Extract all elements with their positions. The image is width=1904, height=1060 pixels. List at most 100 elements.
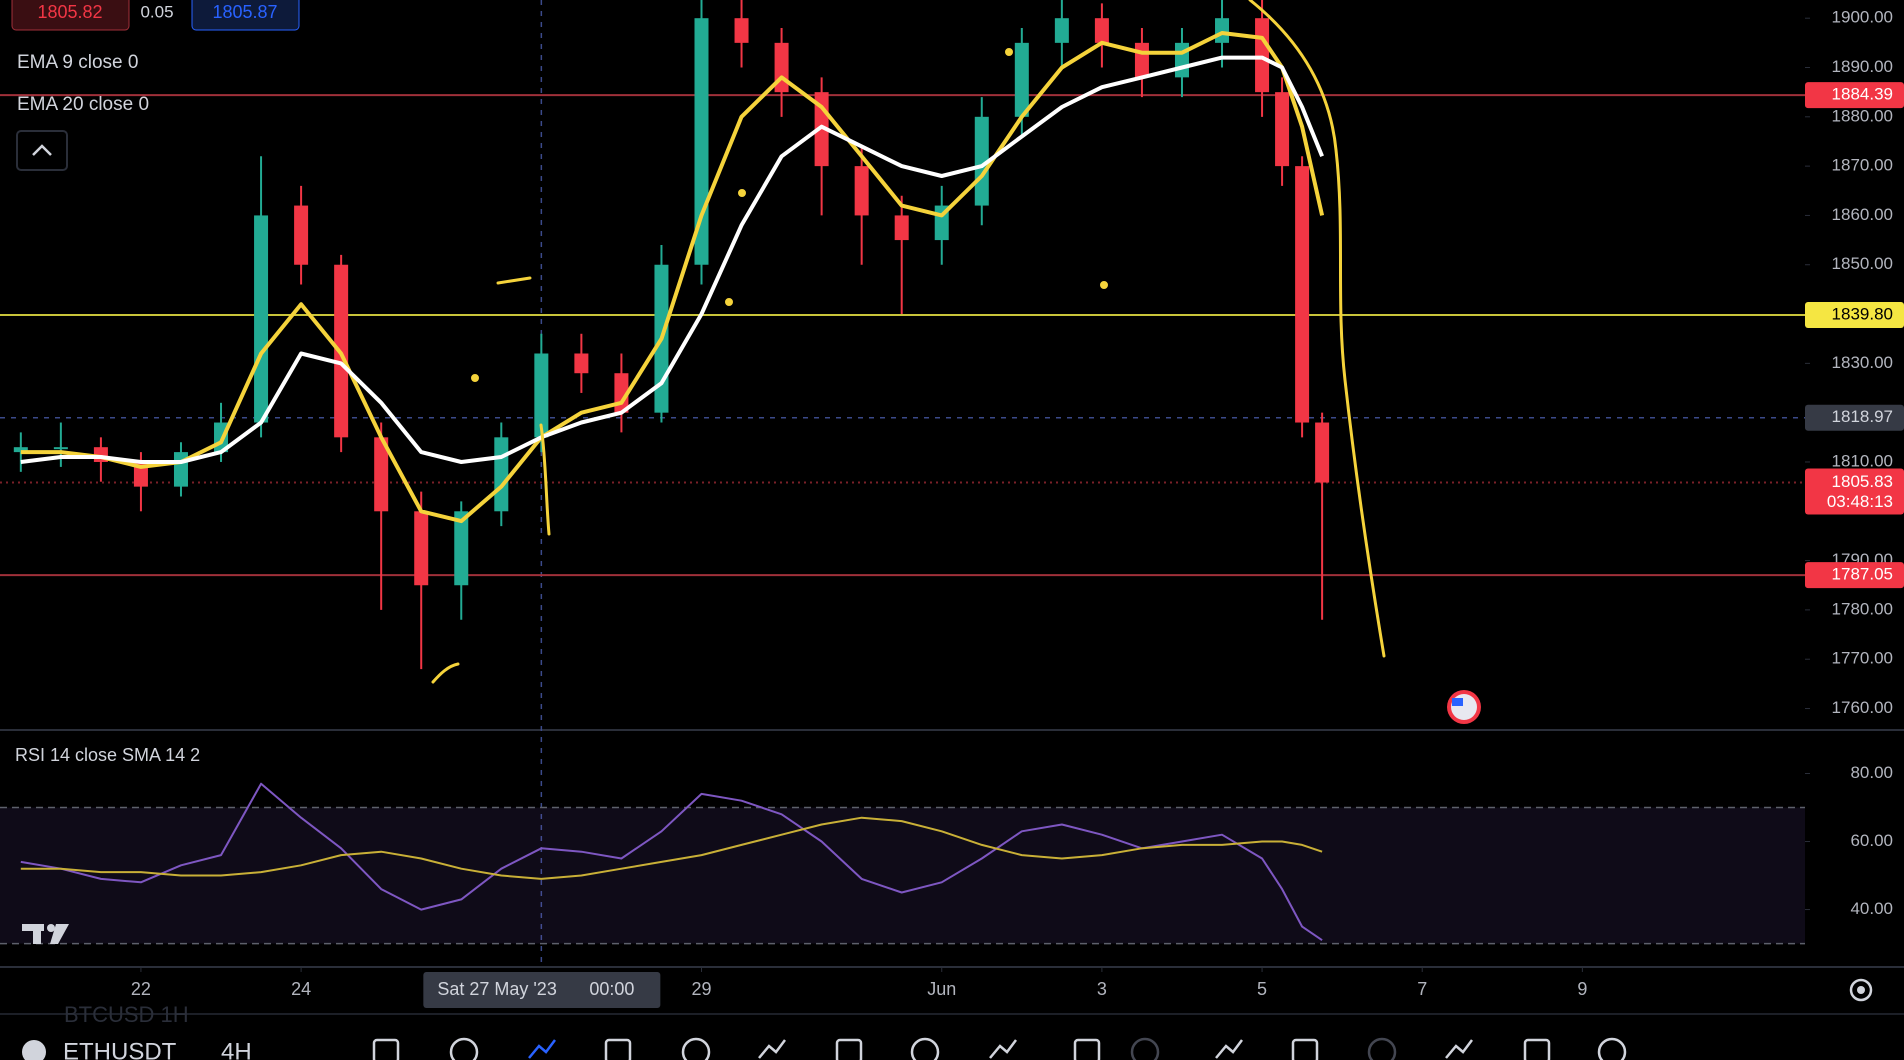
price-level-label — [1805, 562, 1904, 589]
crosshair-date: Sat 27 May '23 — [437, 979, 557, 999]
y-tick-label: 1860.00 — [1832, 205, 1893, 224]
candle-body — [1315, 422, 1330, 483]
collapse-button[interactable] — [16, 130, 68, 171]
freehand-dot — [471, 374, 479, 382]
candle-body — [854, 166, 869, 216]
icon-shape — [1445, 1039, 1473, 1059]
candle-body — [1255, 18, 1270, 93]
candle-body — [494, 437, 509, 512]
toolbar-icon[interactable] — [989, 1039, 1017, 1059]
rsi-line — [20, 816, 1323, 880]
price-level-label — [1805, 302, 1904, 329]
interval[interactable]: 4H — [221, 1038, 252, 1060]
chevron-icon — [32, 144, 52, 156]
icon-shape — [681, 1037, 711, 1060]
toolbar-icon[interactable] — [1291, 1038, 1319, 1060]
candle-body — [1054, 18, 1069, 43]
price-level-label — [1805, 82, 1904, 109]
toolbar-icon[interactable] — [1523, 1038, 1551, 1060]
icon-shape — [1130, 1037, 1160, 1060]
candle-body — [574, 353, 589, 374]
toolbar-icon[interactable] — [1367, 1037, 1397, 1060]
y-tick-label: 1770.00 — [1832, 649, 1893, 668]
price-level-text: 1884.39 — [1832, 85, 1893, 104]
candle-body — [1295, 166, 1310, 423]
freehand-dot — [1100, 281, 1108, 289]
toolbar-icon[interactable] — [758, 1039, 786, 1059]
y-tick-label: 1900.00 — [1832, 8, 1893, 27]
candle-body — [254, 215, 269, 423]
toolbar-icon[interactable] — [604, 1038, 632, 1060]
logo-part — [50, 924, 69, 944]
y-tick-label: 1780.00 — [1832, 599, 1893, 618]
settings-icon[interactable] — [1849, 978, 1873, 1002]
overlay: 1805.82 0.05 1805.87 BTCUSD 1H ETHUSDT 4… — [11, 0, 1873, 1060]
toolbar-icon[interactable] — [1215, 1039, 1243, 1059]
logo-part — [47, 924, 55, 932]
ema-line — [20, 55, 1324, 464]
candle-body — [974, 116, 989, 206]
pane-title: RSI 14 close SMA 14 2 — [15, 745, 200, 765]
x-tick-label: 3 — [1097, 979, 1107, 999]
freehand-dot — [1005, 48, 1013, 56]
price-level-label — [1805, 468, 1904, 515]
toolbar-icon[interactable] — [1597, 1037, 1627, 1060]
toolbar-icon[interactable] — [372, 1038, 400, 1060]
symbol-icon[interactable] — [22, 1040, 46, 1060]
spread: 0.05 — [140, 2, 173, 21]
symbol[interactable]: ETHUSDT — [63, 1038, 177, 1060]
y-tick-label: 1880.00 — [1832, 106, 1893, 125]
candle-body — [414, 511, 429, 586]
x-tick-label: 29 — [691, 979, 711, 999]
y-tick-label: 1760.00 — [1832, 698, 1893, 717]
toolbar-icon[interactable] — [449, 1037, 479, 1060]
y-tick-label: 1870.00 — [1832, 156, 1893, 175]
icon-shape — [449, 1037, 479, 1060]
ask-box[interactable] — [191, 0, 300, 31]
panes — [0, 729, 1904, 1015]
y-tick-label: 1890.00 — [1832, 57, 1893, 76]
candle-body — [894, 215, 909, 241]
candle-body — [1215, 18, 1230, 43]
freehand-dot — [738, 189, 746, 197]
y-tick-label: 1850.00 — [1832, 254, 1893, 273]
candle-body — [454, 511, 469, 586]
crosshair-date-box — [423, 972, 661, 1008]
flag-icon — [1451, 694, 1477, 720]
y-tick-label: 1830.00 — [1832, 353, 1893, 372]
bid-box[interactable] — [11, 0, 130, 31]
candle-body — [1094, 18, 1109, 43]
icon-shape — [758, 1039, 786, 1059]
x-tick-label: Jun — [927, 979, 956, 999]
icon-shape — [1367, 1037, 1397, 1060]
x-tick-label: 24 — [291, 979, 311, 999]
y-tick-label: 80.00 — [1850, 763, 1893, 782]
crosshair-price: 1818.97 — [1832, 407, 1893, 426]
candle-body — [374, 437, 389, 512]
tradingview-logo — [22, 924, 69, 944]
toolbar-icon[interactable] — [1073, 1038, 1101, 1060]
candle-body — [53, 447, 68, 450]
settings-icon-dot — [1857, 986, 1865, 994]
icon-shape — [835, 1038, 863, 1060]
icon-shape — [989, 1039, 1017, 1059]
rsi-band — [0, 807, 1805, 944]
toolbar-icon[interactable] — [1445, 1039, 1473, 1059]
toolbar-icon[interactable] — [910, 1037, 940, 1060]
toolbar-icon[interactable] — [835, 1038, 863, 1060]
flag-marker[interactable] — [1447, 690, 1481, 724]
toolbar-icon[interactable] — [528, 1039, 556, 1059]
drawings — [431, 0, 1386, 684]
crosshair-price-box — [1805, 404, 1904, 431]
icon-shape — [1291, 1038, 1319, 1060]
logo-part — [33, 924, 41, 944]
legend-entry: EMA 9 close 0 — [17, 52, 138, 73]
price-level-text: 1787.05 — [1832, 565, 1893, 584]
toolbar-icon[interactable] — [1130, 1037, 1160, 1060]
candle-body — [13, 447, 28, 453]
icon-shape — [1597, 1037, 1627, 1060]
toolbar-icon[interactable] — [681, 1037, 711, 1060]
y-tick-label: 40.00 — [1850, 899, 1893, 918]
candle-body — [1014, 42, 1029, 117]
